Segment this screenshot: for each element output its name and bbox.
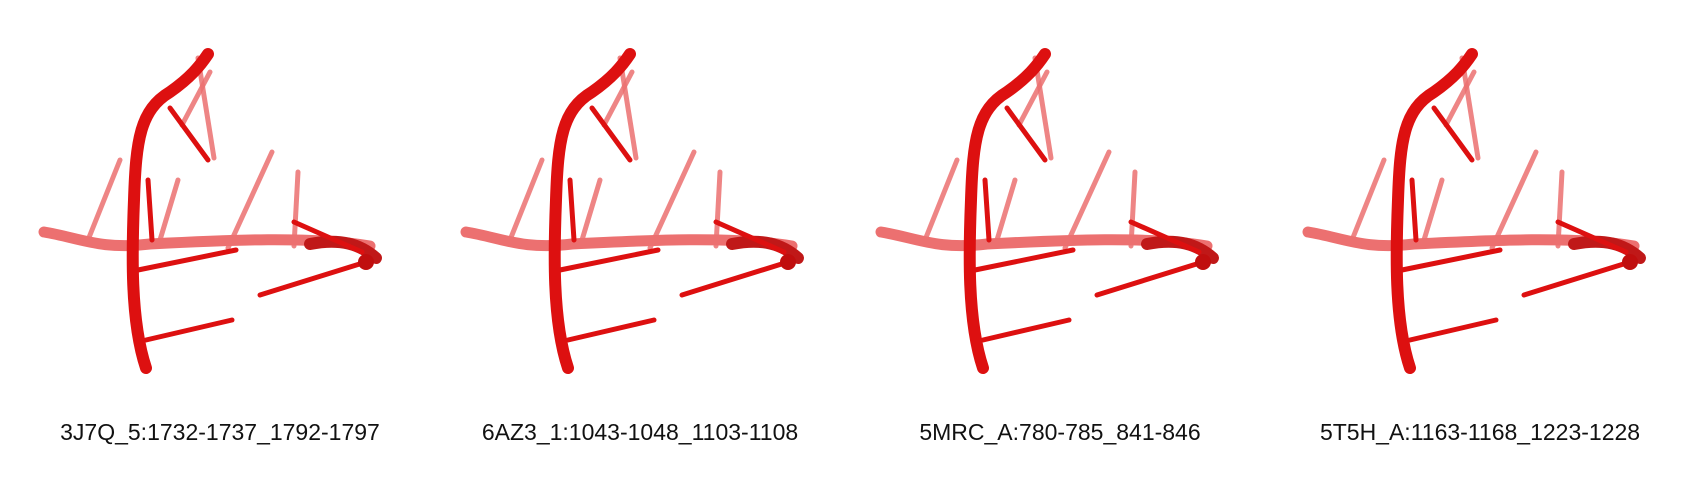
structure-caption: 5T5H_A:1163-1168_1223-1228 <box>1319 419 1641 445</box>
rna-3d-structure-image <box>38 48 382 374</box>
structure-caption: 5MRC_A:780-785_841-846 <box>919 419 1201 445</box>
strand-end-cap <box>358 254 374 270</box>
base-stick <box>713 169 723 249</box>
structure-panel: 5MRC_A:780-785_841-846 <box>850 0 1270 480</box>
strand-end-cap <box>1195 254 1211 270</box>
base-stick <box>647 149 697 251</box>
base-stick <box>579 177 603 243</box>
base-stick <box>1128 169 1138 249</box>
base-stick <box>1407 317 1499 343</box>
backbone-front <box>1390 48 1478 374</box>
base-stick <box>601 69 635 128</box>
backbone-front <box>548 48 636 374</box>
structure-group <box>875 48 1219 374</box>
base-stick <box>982 177 992 243</box>
base-stick <box>922 157 960 243</box>
base-stick <box>1128 219 1202 255</box>
base-stick <box>1004 105 1048 163</box>
structure-group <box>460 48 804 374</box>
structure-group <box>1302 48 1646 374</box>
base-stick <box>143 317 235 343</box>
base-stick <box>567 177 577 243</box>
base-stick <box>1016 69 1050 128</box>
base-stick <box>257 259 369 298</box>
base-stick <box>1032 55 1054 161</box>
base-stick <box>167 105 211 163</box>
base-stick <box>195 55 217 161</box>
structure-panel: 5T5H_A:1163-1168_1223-1228 <box>1270 0 1690 480</box>
base-stick <box>157 177 181 243</box>
structure-panel: 6AZ3_1:1043-1048_1103-1108 <box>430 0 850 480</box>
base-stick <box>1062 149 1112 251</box>
base-stick <box>565 317 657 343</box>
base-stick <box>1421 177 1445 243</box>
base-stick <box>225 149 275 251</box>
strand-end-cap <box>780 254 796 270</box>
structure-caption: 3J7Q_5:1732-1737_1792-1797 <box>60 419 380 445</box>
base-stick <box>589 105 633 163</box>
structure-panel: 3J7Q_5:1732-1737_1792-1797 <box>10 0 430 480</box>
base-stick <box>1489 149 1539 251</box>
strand-end-cap <box>1622 254 1638 270</box>
structure-caption: 6AZ3_1:1043-1048_1103-1108 <box>481 419 799 445</box>
base-stick <box>291 169 301 249</box>
backbone-front <box>126 48 214 374</box>
base-stick <box>994 177 1018 243</box>
base-stick <box>85 157 123 243</box>
base-stick <box>1409 177 1419 243</box>
base-stick <box>679 259 791 298</box>
base-stick <box>713 219 787 255</box>
rna-3d-structure-image <box>875 48 1219 374</box>
base-stick <box>1521 259 1633 298</box>
base-stick <box>135 247 239 273</box>
base-stick <box>179 69 213 128</box>
base-stick <box>1443 69 1477 128</box>
rna-3d-structure-image <box>460 48 804 374</box>
base-stick <box>557 247 661 273</box>
base-stick <box>972 247 1076 273</box>
structure-group <box>38 48 382 374</box>
base-stick <box>1459 55 1481 161</box>
base-stick <box>1349 157 1387 243</box>
base-stick <box>980 317 1072 343</box>
base-stick <box>1431 105 1475 163</box>
base-stick <box>1555 219 1629 255</box>
base-stick <box>291 219 365 255</box>
base-stick <box>1555 169 1565 249</box>
base-stick <box>145 177 155 243</box>
base-stick <box>1399 247 1503 273</box>
base-stick <box>507 157 545 243</box>
backbone-front <box>963 48 1051 374</box>
rna-3d-structure-image <box>1302 48 1646 374</box>
base-stick <box>617 55 639 161</box>
base-stick <box>1094 259 1206 298</box>
